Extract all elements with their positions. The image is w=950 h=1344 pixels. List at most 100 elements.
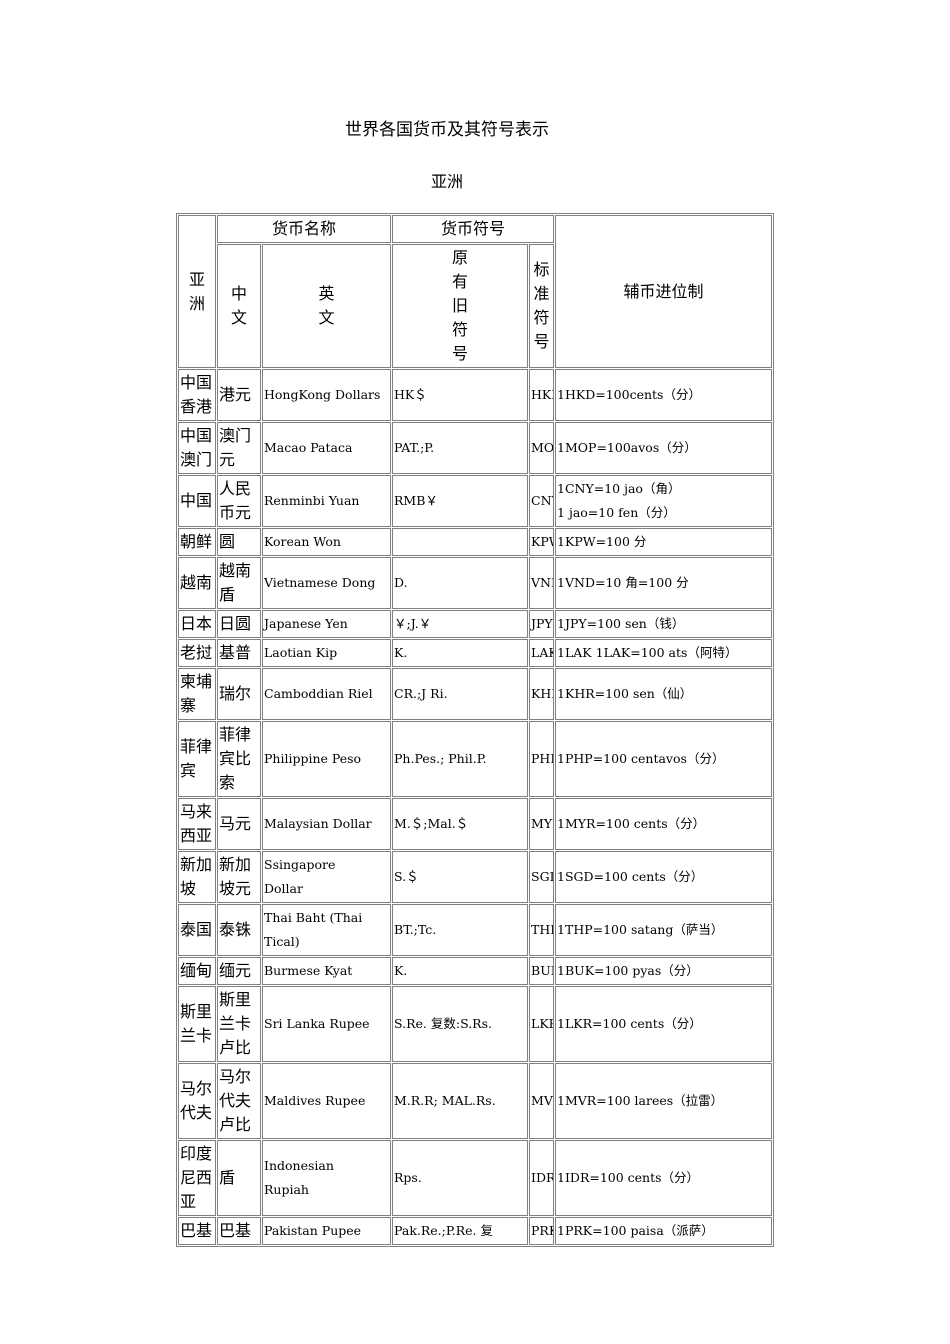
cell-old-symbol: PAT.;P.: [392, 422, 529, 474]
cell-old-symbol: K.: [392, 957, 529, 985]
cell-old-symbol: Pak.Re.;P.Re. 复: [392, 1217, 529, 1245]
cell-standard-symbol: JPY: [529, 610, 555, 638]
cell-standard-symbol: LKR: [529, 986, 555, 1062]
cell-english-name: Japanese Yen: [262, 610, 392, 638]
currency-row: 老挝 基普 Laotian Kip K. LAK 1LAK 1LAK=100 a…: [178, 639, 773, 667]
cell-subunit-system: 1MYR=100 cents（分）: [555, 798, 773, 850]
cell-country: 中国: [178, 475, 216, 527]
cell-subunit-system: 1IDR=100 cents（分）: [555, 1140, 773, 1216]
cell-subunit-system: 1HKD=100cents（分）: [555, 369, 773, 421]
cell-chinese-name: 瑞尔: [217, 668, 261, 720]
header-currency-name: 货币名称: [217, 215, 392, 243]
cell-old-symbol: D.: [392, 557, 529, 609]
cell-old-symbol: CR.;J Ri.: [392, 668, 529, 720]
cell-standard-symbol: MYR: [529, 798, 555, 850]
header-english-name: 英 文: [262, 244, 392, 368]
cell-old-symbol: RMB￥: [392, 475, 529, 527]
table-header-row-sub: 中 文 英 文 原 有 旧 符 号 标 准 符 号: [178, 244, 772, 368]
cell-old-symbol: Rps.: [392, 1140, 529, 1216]
cell-country: 中国 澳门: [178, 422, 216, 474]
cell-standard-symbol: BUK: [529, 957, 555, 985]
cell-standard-symbol: LAK: [529, 639, 555, 667]
currency-row: 日本 日圆 Japanese Yen ￥;J.￥ JPY 1JPY=100 se…: [178, 610, 773, 638]
cell-chinese-name: 巴基: [217, 1217, 261, 1245]
document-title: 世界各国货币及其符号表示: [345, 120, 549, 140]
section-title-asia: 亚洲: [430, 172, 463, 191]
cell-chinese-name: 马尔 代夫 卢比: [217, 1063, 261, 1139]
cell-chinese-name: 缅元: [217, 957, 261, 985]
cell-chinese-name: 越南 盾: [217, 557, 261, 609]
cell-chinese-name: 菲律 宾比 索: [217, 721, 261, 797]
cell-standard-symbol: CNY: [529, 475, 555, 527]
cell-chinese-name: 马元: [217, 798, 261, 850]
cell-old-symbol: S.Re. 复数:S.Rs.: [392, 986, 529, 1062]
header-chinese-name: 中 文: [217, 244, 261, 368]
cell-subunit-system: 1MOP=100avos（分）: [555, 422, 773, 474]
cell-country: 马来 西亚: [178, 798, 216, 850]
cell-country: 越南: [178, 557, 216, 609]
cell-chinese-name: 盾: [217, 1140, 261, 1216]
cell-country: 菲律 宾: [178, 721, 216, 797]
cell-standard-symbol: SGD: [529, 851, 555, 903]
cell-old-symbol: S.＄: [392, 851, 529, 903]
cell-subunit-system: 1MVR=100 larees（拉雷）: [555, 1063, 773, 1139]
cell-english-name: Macao Pataca: [262, 422, 392, 474]
cell-country: 斯里 兰卡: [178, 986, 216, 1062]
cell-english-name: Renminbi Yuan: [262, 475, 392, 527]
currency-row: 缅甸 缅元 Burmese Kyat K. BUK 1BUK=100 pyas（…: [178, 957, 773, 985]
cell-english-name: HongKong Dollars: [262, 369, 392, 421]
currency-row: 柬埔 寨 瑞尔 Camboddian Riel CR.;J Ri. KHR 1K…: [178, 668, 773, 720]
cell-country: 中国 香港: [178, 369, 216, 421]
table-header-row-top: 亚 洲 货币名称 货币符号 辅币进位制: [178, 215, 773, 368]
cell-old-symbol: BT.;Tc.: [392, 904, 529, 956]
cell-chinese-name: 人民 币元: [217, 475, 261, 527]
header-standard-symbol: 标 准 符 号: [529, 244, 555, 368]
currency-row: 马尔 代夫 马尔 代夫 卢比 Maldives Rupee M.R.R; MAL…: [178, 1063, 773, 1139]
cell-english-name: Malaysian Dollar: [262, 798, 392, 850]
cell-english-name: Indonesian Rupiah: [262, 1140, 392, 1216]
currency-row: 泰国 泰铢 Thai Baht (Thai Tical) BT.;Tc. THP…: [178, 904, 773, 956]
cell-country: 缅甸: [178, 957, 216, 985]
cell-country: 朝鲜: [178, 528, 216, 556]
cell-chinese-name: 日圆: [217, 610, 261, 638]
cell-subunit-system: 1CNY=10 jao（角） 1 jao=10 fen（分）: [555, 475, 773, 527]
header-currency-symbol: 货币符号: [392, 215, 555, 243]
currency-row: 印度 尼西 亚 盾 Indonesian Rupiah Rps. IDR 1ID…: [178, 1140, 773, 1216]
cell-old-symbol: [392, 528, 529, 556]
cell-subunit-system: 1KPW=100 分: [555, 528, 773, 556]
cell-subunit-system: 1LKR=100 cents（分）: [555, 986, 773, 1062]
currency-row: 马来 西亚 马元 Malaysian Dollar M.＄;Mal.＄ MYR …: [178, 798, 773, 850]
cell-subunit-system: 1BUK=100 pyas（分）: [555, 957, 773, 985]
cell-english-name: Maldives Rupee: [262, 1063, 392, 1139]
cell-subunit-system: 1PRK=100 paisa（派萨）: [555, 1217, 773, 1245]
cell-chinese-name: 新加 坡元: [217, 851, 261, 903]
cell-english-name: Ssingapore Dollar: [262, 851, 392, 903]
cell-old-symbol: Ph.Pes.; Phil.P.: [392, 721, 529, 797]
cell-english-name: Pakistan Pupee: [262, 1217, 392, 1245]
header-subunit-system: 辅币进位制: [555, 215, 773, 368]
cell-subunit-system: 1KHR=100 sen（仙）: [555, 668, 773, 720]
currency-row: 斯里 兰卡 斯里 兰卡 卢比 Sri Lanka Rupee S.Re. 复数:…: [178, 986, 773, 1062]
cell-subunit-system: 1JPY=100 sen（钱）: [555, 610, 773, 638]
cell-chinese-name: 斯里 兰卡 卢比: [217, 986, 261, 1062]
cell-chinese-name: 基普: [217, 639, 261, 667]
cell-country: 巴基: [178, 1217, 216, 1245]
cell-country: 老挝: [178, 639, 216, 667]
currency-row: 朝鲜 圆 Korean Won KPW 1KPW=100 分: [178, 528, 773, 556]
cell-standard-symbol: PHP: [529, 721, 555, 797]
cell-old-symbol: M.R.R; MAL.Rs.: [392, 1063, 529, 1139]
currency-row: 中国 澳门 澳门 元 Macao Pataca PAT.;P. MOP 1MOP…: [178, 422, 773, 474]
cell-chinese-name: 港元: [217, 369, 261, 421]
currency-row: 中国 香港 港元 HongKong Dollars HK＄ HKD 1HKD=1…: [178, 369, 773, 421]
cell-standard-symbol: VND: [529, 557, 555, 609]
cell-subunit-system: 1LAK 1LAK=100 ats（阿特）: [555, 639, 773, 667]
cell-subunit-system: 1PHP=100 centavos（分）: [555, 721, 773, 797]
cell-english-name: Korean Won: [262, 528, 392, 556]
cell-old-symbol: HK＄: [392, 369, 529, 421]
cell-standard-symbol: KHR: [529, 668, 555, 720]
cell-country: 印度 尼西 亚: [178, 1140, 216, 1216]
cell-old-symbol: ￥;J.￥: [392, 610, 529, 638]
currency-table: 亚 洲 货币名称 货币符号 辅币进位制 中 文 英 文 原 有 旧 符 号 标 …: [176, 213, 775, 1247]
cell-english-name: Sri Lanka Rupee: [262, 986, 392, 1062]
